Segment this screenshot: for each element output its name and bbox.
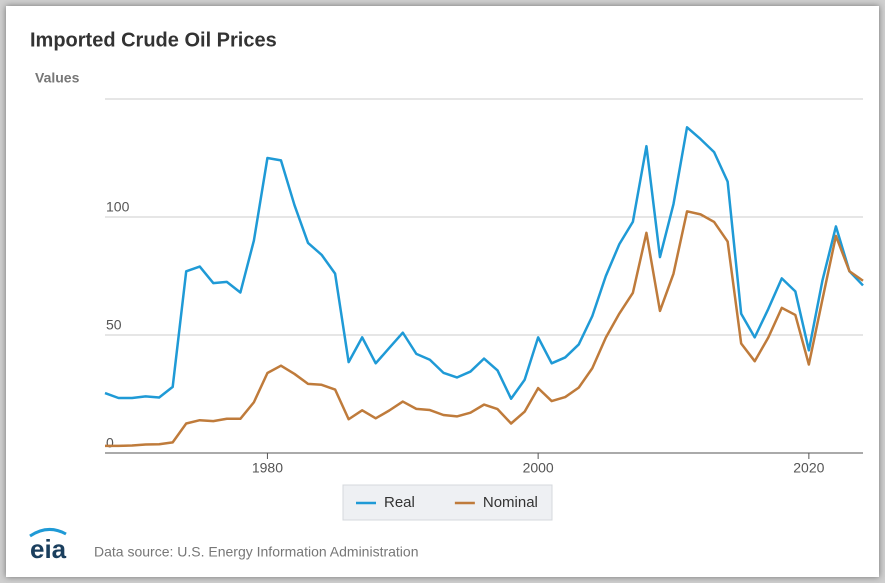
- x-tick-label: 2020: [793, 460, 824, 476]
- chart-title: Imported Crude Oil Prices: [30, 29, 277, 51]
- y-tick-label: 0: [106, 435, 114, 451]
- legend: [342, 484, 553, 521]
- logo-swoosh: [29, 528, 67, 538]
- y-tick-label: 100: [106, 199, 130, 215]
- source: Data source: U.S. Energy Information Adm…: [94, 544, 418, 560]
- y-axis-label: Values: [35, 70, 80, 86]
- series-line: [105, 210, 864, 448]
- legend-label: Real: [384, 494, 415, 511]
- y-tick-label: 50: [106, 317, 122, 333]
- legend-label: Nominal: [483, 494, 538, 511]
- series-line: [104, 126, 864, 400]
- logo: eia: [30, 534, 67, 564]
- x-tick-label: 1980: [252, 460, 283, 476]
- x-tick-label: 2000: [523, 460, 554, 476]
